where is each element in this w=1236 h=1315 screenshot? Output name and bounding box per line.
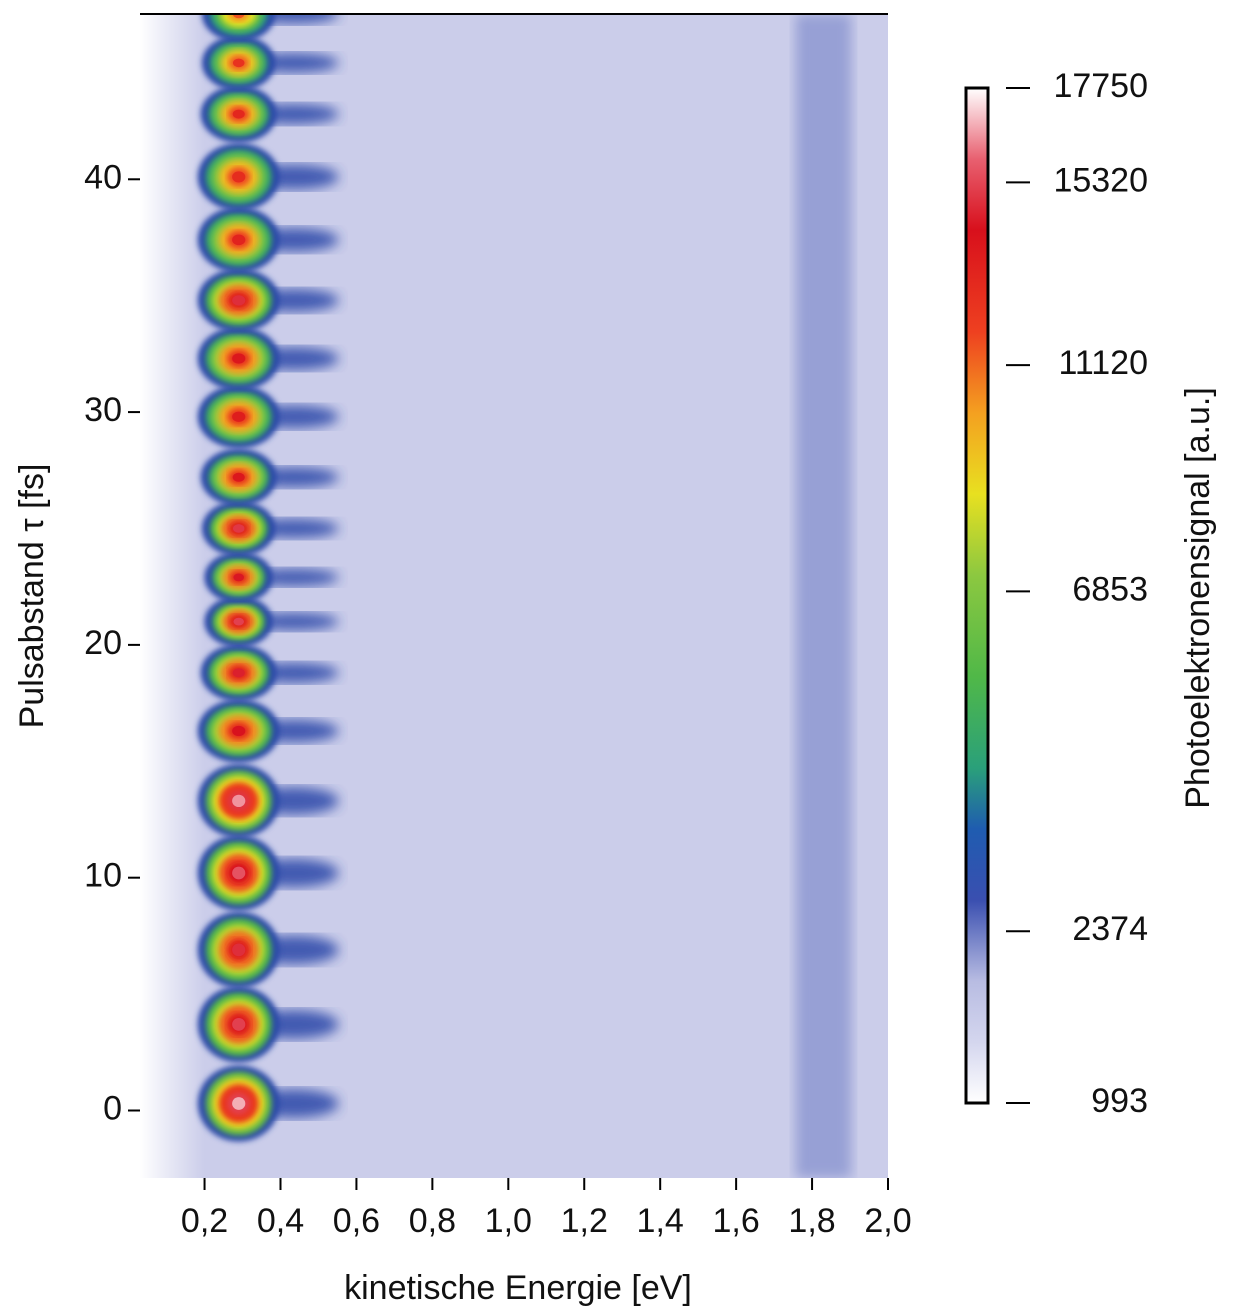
x-tick-label: 0,6 [333,1202,380,1240]
x-tick-label: 1,2 [561,1202,608,1240]
peak-core [232,524,245,533]
peak [204,551,339,603]
colorbar-tick-label: 993 [1091,1082,1148,1120]
colorbar-tick-label: 15320 [1053,161,1148,199]
peak [197,326,339,391]
peak [197,699,339,763]
background-signal [140,14,888,1178]
colorbar-tick-label: 6853 [1072,570,1148,608]
peak [200,644,339,702]
peak-core [232,171,246,183]
peak [200,448,339,506]
peak-core [232,668,245,678]
x-tick-label: 1,6 [712,1202,759,1240]
x-axis-title: kinetische Energie [eV] [344,1269,692,1307]
peak-core [232,353,246,364]
peak-core [232,411,246,422]
peak [197,986,339,1063]
colorbar-tick-label: 17750 [1053,67,1148,105]
peak-core [232,109,245,119]
colorbar [964,86,990,1105]
peak-core [233,617,244,626]
x-tick-label: 0,8 [409,1202,456,1240]
x-tick-label: 1,0 [485,1202,532,1240]
peak [201,14,339,42]
x-tick-label: 2,0 [864,1202,911,1240]
x-tick-label: 0,2 [181,1202,228,1240]
peak-core [232,725,246,737]
peak [204,596,339,648]
peak [197,207,339,273]
peak [197,143,339,211]
left-fade [140,14,205,1178]
heatmap [140,14,888,1178]
band [795,14,852,1178]
peak-core [232,14,245,19]
colorbar-title: Photoelektronensignal [a.u.] [1179,387,1217,809]
peak-core [233,573,244,582]
x-tick-label: 1,4 [637,1202,684,1240]
y-tick-label: 30 [84,391,122,429]
x-tick-label: 1,8 [788,1202,835,1240]
y-tick-label: 0 [103,1089,122,1127]
peak-core [232,58,245,68]
colorbar-tick-label: 2374 [1072,910,1148,948]
peak-core [232,295,246,306]
peak-core [232,866,246,880]
peak-core [232,794,246,808]
peak [197,1065,339,1142]
peak-core [232,1017,246,1031]
peak [197,385,339,449]
y-axis-title: Pulsabstand τ [fs] [13,464,51,729]
peak [200,85,339,143]
y-tick-label: 10 [84,857,122,895]
peak-core [232,234,246,246]
peak-core [232,1097,246,1110]
peak [197,268,339,332]
colorbar-tick-label: 11120 [1059,344,1149,382]
x-tick-label: 0,4 [257,1202,304,1240]
peak [201,35,339,91]
peak-core [232,472,245,482]
y-tick-label: 40 [84,158,122,196]
peak [197,764,339,838]
peak-core [232,943,246,957]
peak [197,911,339,988]
peak [201,500,339,556]
y-tick-label: 20 [84,624,122,662]
peak [197,835,339,911]
